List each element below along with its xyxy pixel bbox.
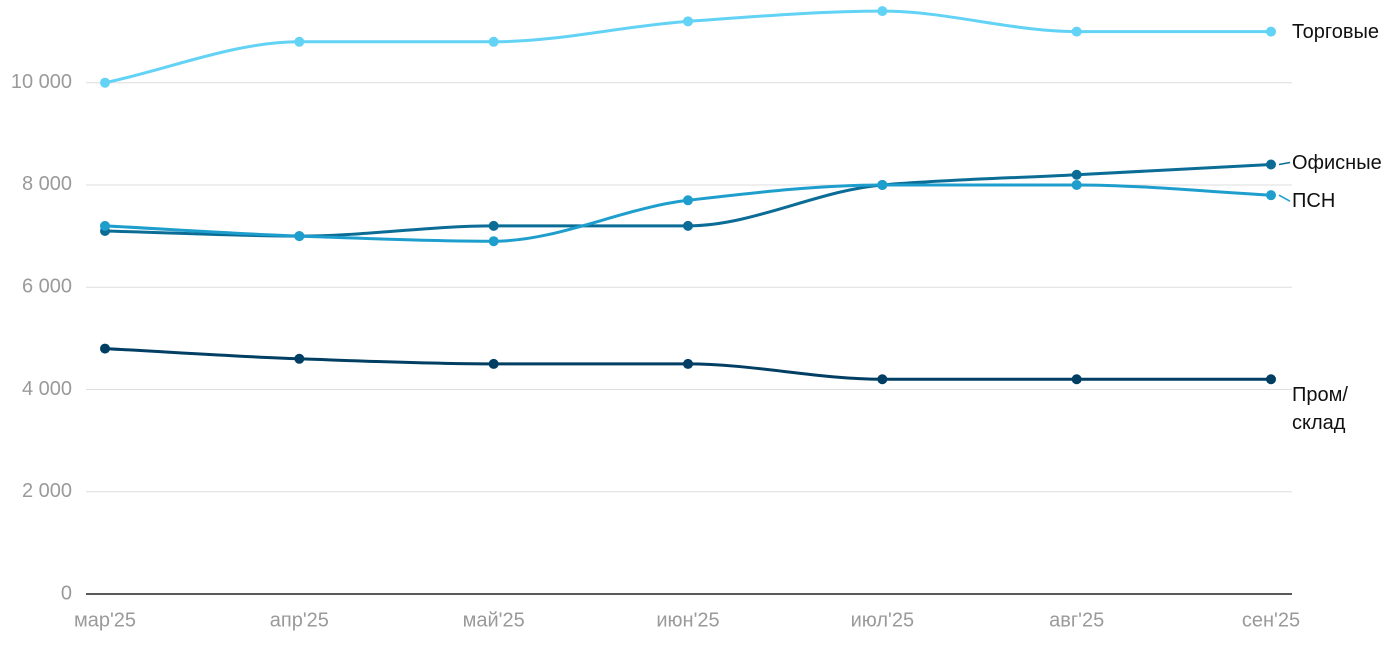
x-tick-label: мар'25 (74, 609, 136, 631)
x-tick-label: июл'25 (851, 609, 914, 631)
point (877, 6, 888, 17)
point (683, 195, 693, 206)
y-tick-label: 4 000 (22, 378, 72, 400)
point (1071, 374, 1082, 385)
x-tick-label: апр'25 (270, 609, 329, 631)
point (294, 36, 305, 47)
legend-label: ПСН (1292, 190, 1336, 213)
point (100, 343, 110, 354)
x-tick-label: авг'25 (1049, 609, 1104, 631)
point (1266, 190, 1276, 201)
x-tick-label: май'25 (463, 609, 525, 631)
point (1071, 169, 1082, 180)
point (294, 231, 305, 242)
point (488, 36, 499, 47)
legend-label: Пром/ склад (1292, 384, 1348, 435)
y-tick-label: 2 000 (22, 480, 72, 502)
point (488, 220, 499, 231)
point (294, 353, 305, 364)
point (100, 77, 110, 88)
point (877, 179, 888, 190)
y-tick-label: 6 000 (22, 275, 72, 297)
point (488, 358, 499, 369)
point (1266, 26, 1276, 37)
connector (1278, 194, 1291, 202)
point (683, 358, 693, 369)
point (488, 236, 499, 247)
connector (1278, 161, 1291, 166)
point (1266, 159, 1276, 170)
point (1266, 374, 1276, 385)
point (683, 16, 693, 27)
y-tick-label: 10 000 (11, 71, 72, 93)
point (1071, 179, 1082, 190)
line (104, 183, 1272, 243)
legend-label: Торговые (1292, 20, 1380, 43)
point (683, 220, 693, 231)
x-tick-label: июн'25 (656, 609, 719, 631)
y-tick-label: 8 000 (22, 173, 72, 195)
point (1071, 26, 1082, 37)
legend-label: Офисные (1292, 151, 1382, 174)
y-tick-label: 0 (61, 582, 72, 604)
point (100, 220, 110, 231)
x-tick-label: сен'25 (1242, 609, 1300, 631)
point (877, 374, 888, 385)
